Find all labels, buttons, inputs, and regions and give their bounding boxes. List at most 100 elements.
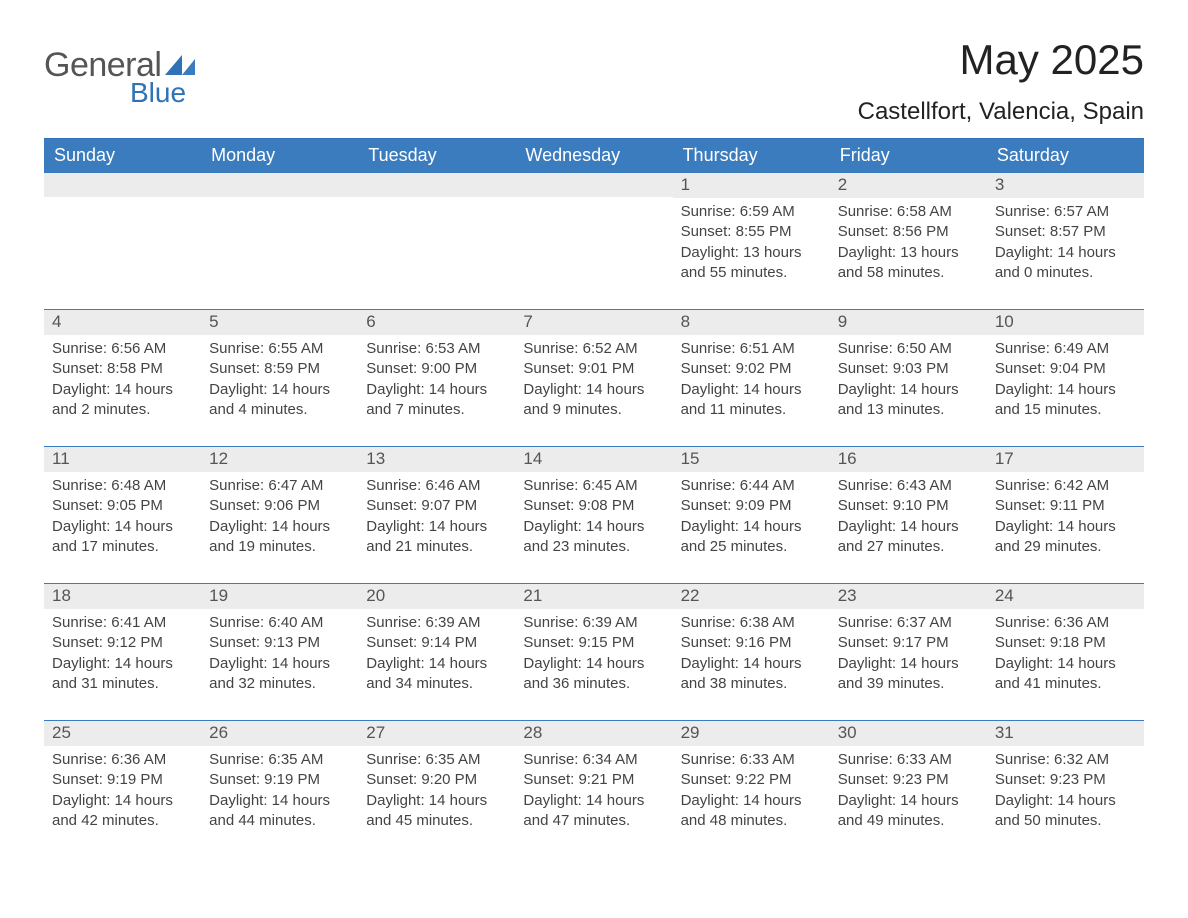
day-sunset: Sunset: 9:09 PM (681, 496, 822, 516)
day-day2: and 9 minutes. (523, 400, 664, 420)
day-sunset: Sunset: 9:18 PM (995, 633, 1136, 653)
day-day1: Daylight: 14 hours (366, 791, 507, 811)
day-sunrise: Sunrise: 6:39 AM (366, 613, 507, 633)
day-day2: and 21 minutes. (366, 537, 507, 557)
day-number: 28 (515, 721, 672, 746)
day-cell: 22Sunrise: 6:38 AMSunset: 9:16 PMDayligh… (673, 584, 830, 720)
day-day2: and 36 minutes. (523, 674, 664, 694)
day-number: 1 (673, 173, 830, 198)
day-number: 30 (830, 721, 987, 746)
day-number: 18 (44, 584, 201, 609)
day-body: Sunrise: 6:36 AMSunset: 9:18 PMDaylight:… (987, 609, 1144, 694)
day-body: Sunrise: 6:57 AMSunset: 8:57 PMDaylight:… (987, 198, 1144, 283)
logo-triangle-icon (165, 51, 199, 80)
week-row: 11Sunrise: 6:48 AMSunset: 9:05 PMDayligh… (44, 446, 1144, 583)
day-number: 29 (673, 721, 830, 746)
day-day1: Daylight: 14 hours (209, 517, 350, 537)
day-sunset: Sunset: 9:12 PM (52, 633, 193, 653)
day-number: 24 (987, 584, 1144, 609)
day-day1: Daylight: 14 hours (681, 654, 822, 674)
weekday-header: Wednesday (515, 139, 672, 173)
day-cell: 3Sunrise: 6:57 AMSunset: 8:57 PMDaylight… (987, 173, 1144, 309)
day-number (44, 173, 201, 197)
weekday-header: Monday (201, 139, 358, 173)
day-sunset: Sunset: 8:59 PM (209, 359, 350, 379)
day-cell (358, 173, 515, 309)
day-body: Sunrise: 6:46 AMSunset: 9:07 PMDaylight:… (358, 472, 515, 557)
day-sunrise: Sunrise: 6:38 AM (681, 613, 822, 633)
day-number: 2 (830, 173, 987, 198)
day-sunset: Sunset: 8:55 PM (681, 222, 822, 242)
day-cell: 7Sunrise: 6:52 AMSunset: 9:01 PMDaylight… (515, 310, 672, 446)
day-sunrise: Sunrise: 6:55 AM (209, 339, 350, 359)
day-day2: and 32 minutes. (209, 674, 350, 694)
day-number: 19 (201, 584, 358, 609)
day-day2: and 58 minutes. (838, 263, 979, 283)
day-day2: and 41 minutes. (995, 674, 1136, 694)
day-day1: Daylight: 14 hours (681, 380, 822, 400)
day-sunset: Sunset: 9:07 PM (366, 496, 507, 516)
day-sunrise: Sunrise: 6:41 AM (52, 613, 193, 633)
day-body: Sunrise: 6:33 AMSunset: 9:23 PMDaylight:… (830, 746, 987, 831)
day-sunrise: Sunrise: 6:33 AM (681, 750, 822, 770)
day-cell: 5Sunrise: 6:55 AMSunset: 8:59 PMDaylight… (201, 310, 358, 446)
day-day2: and 34 minutes. (366, 674, 507, 694)
logo-word-2: Blue (130, 77, 186, 109)
day-cell (515, 173, 672, 309)
day-body (44, 197, 201, 201)
day-day2: and 45 minutes. (366, 811, 507, 831)
day-cell: 12Sunrise: 6:47 AMSunset: 9:06 PMDayligh… (201, 447, 358, 583)
day-day1: Daylight: 14 hours (838, 517, 979, 537)
day-day2: and 49 minutes. (838, 811, 979, 831)
header: General Blue May 2025 Castellfort, Valen… (44, 36, 1144, 126)
day-body: Sunrise: 6:36 AMSunset: 9:19 PMDaylight:… (44, 746, 201, 831)
day-day2: and 50 minutes. (995, 811, 1136, 831)
day-cell: 4Sunrise: 6:56 AMSunset: 8:58 PMDaylight… (44, 310, 201, 446)
day-number: 22 (673, 584, 830, 609)
day-cell (44, 173, 201, 309)
day-sunrise: Sunrise: 6:34 AM (523, 750, 664, 770)
day-day1: Daylight: 14 hours (366, 654, 507, 674)
day-body: Sunrise: 6:34 AMSunset: 9:21 PMDaylight:… (515, 746, 672, 831)
day-body: Sunrise: 6:56 AMSunset: 8:58 PMDaylight:… (44, 335, 201, 420)
day-number: 6 (358, 310, 515, 335)
day-day2: and 47 minutes. (523, 811, 664, 831)
day-body: Sunrise: 6:42 AMSunset: 9:11 PMDaylight:… (987, 472, 1144, 557)
day-number: 5 (201, 310, 358, 335)
day-cell: 30Sunrise: 6:33 AMSunset: 9:23 PMDayligh… (830, 721, 987, 857)
day-cell: 14Sunrise: 6:45 AMSunset: 9:08 PMDayligh… (515, 447, 672, 583)
day-day1: Daylight: 14 hours (838, 380, 979, 400)
day-cell: 2Sunrise: 6:58 AMSunset: 8:56 PMDaylight… (830, 173, 987, 309)
day-number: 21 (515, 584, 672, 609)
day-day1: Daylight: 14 hours (681, 791, 822, 811)
day-sunrise: Sunrise: 6:58 AM (838, 202, 979, 222)
day-sunrise: Sunrise: 6:43 AM (838, 476, 979, 496)
day-sunset: Sunset: 9:22 PM (681, 770, 822, 790)
day-sunset: Sunset: 9:05 PM (52, 496, 193, 516)
day-day1: Daylight: 14 hours (838, 654, 979, 674)
day-number: 13 (358, 447, 515, 472)
day-number: 31 (987, 721, 1144, 746)
day-cell: 8Sunrise: 6:51 AMSunset: 9:02 PMDaylight… (673, 310, 830, 446)
day-day1: Daylight: 14 hours (523, 654, 664, 674)
day-number (358, 173, 515, 197)
day-body (515, 197, 672, 201)
day-body: Sunrise: 6:39 AMSunset: 9:15 PMDaylight:… (515, 609, 672, 694)
day-cell: 27Sunrise: 6:35 AMSunset: 9:20 PMDayligh… (358, 721, 515, 857)
day-day2: and 13 minutes. (838, 400, 979, 420)
day-body (358, 197, 515, 201)
day-sunrise: Sunrise: 6:59 AM (681, 202, 822, 222)
day-sunrise: Sunrise: 6:57 AM (995, 202, 1136, 222)
day-body: Sunrise: 6:52 AMSunset: 9:01 PMDaylight:… (515, 335, 672, 420)
day-sunset: Sunset: 9:17 PM (838, 633, 979, 653)
day-sunrise: Sunrise: 6:35 AM (209, 750, 350, 770)
day-body: Sunrise: 6:44 AMSunset: 9:09 PMDaylight:… (673, 472, 830, 557)
day-sunset: Sunset: 9:08 PM (523, 496, 664, 516)
day-day1: Daylight: 14 hours (838, 791, 979, 811)
day-number: 9 (830, 310, 987, 335)
day-number: 20 (358, 584, 515, 609)
weekday-header: Thursday (673, 139, 830, 173)
day-sunset: Sunset: 9:14 PM (366, 633, 507, 653)
day-day1: Daylight: 14 hours (523, 380, 664, 400)
day-body: Sunrise: 6:35 AMSunset: 9:19 PMDaylight:… (201, 746, 358, 831)
